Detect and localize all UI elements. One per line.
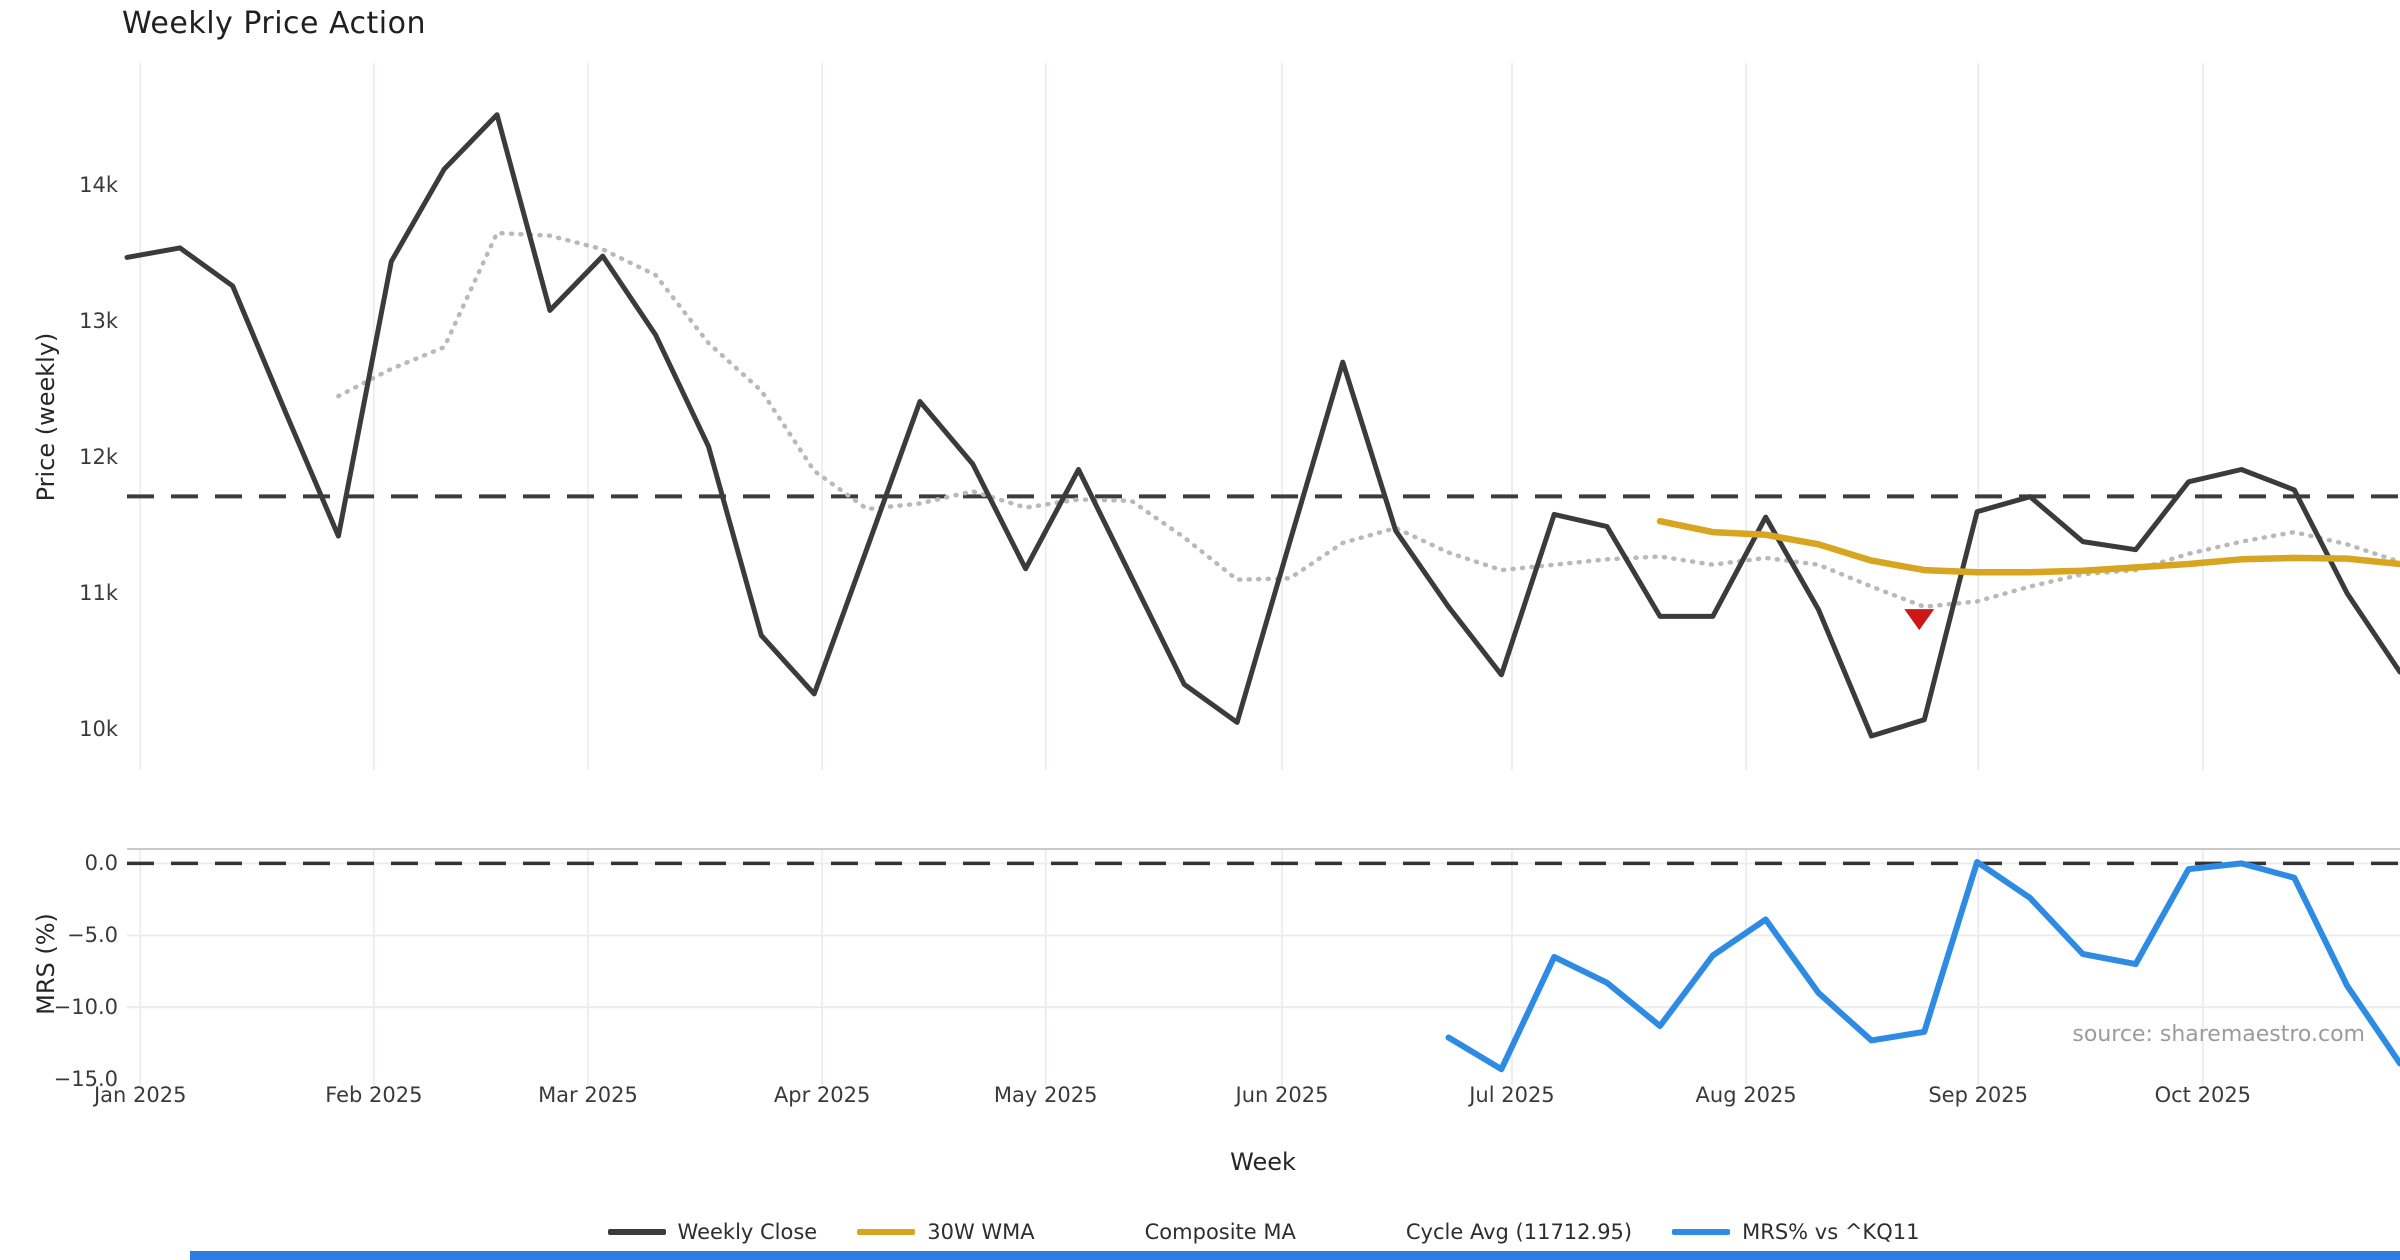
month-tick-label: Sep 2025 <box>1928 1083 2029 1107</box>
month-tick-label: Jul 2025 <box>1469 1083 1555 1107</box>
page-title: Weekly Price Action <box>122 6 426 41</box>
legend-swatch-dashed-icon <box>1336 1230 1394 1234</box>
legend-item: Cycle Avg (11712.95) <box>1336 1220 1632 1244</box>
legend-swatch-solid-icon <box>607 1229 666 1235</box>
bottom-blue-bar <box>190 1251 2400 1260</box>
x-axis-label: Week <box>1230 1148 1296 1176</box>
source-watermark: source: sharemaestro.com <box>2072 1022 2365 1047</box>
legend-item: MRS% vs ^KQ11 <box>1672 1220 1919 1244</box>
legend-label: MRS% vs ^KQ11 <box>1742 1220 1920 1244</box>
ytick-label: 14k <box>79 173 118 198</box>
legend-swatch-solid-icon <box>1672 1229 1731 1235</box>
legend-label: 30W WMA <box>927 1220 1035 1244</box>
ytick-label: −15.0 <box>53 1067 118 1092</box>
month-tick-label: Jan 2025 <box>93 1083 187 1107</box>
legend-item: 30W WMA <box>857 1220 1035 1244</box>
legend-item: Composite MA <box>1075 1220 1296 1244</box>
month-tick-label: Jun 2025 <box>1235 1083 1329 1107</box>
legend-swatch-solid-icon <box>857 1229 916 1235</box>
ytick-label: −10.0 <box>53 995 118 1020</box>
ytick-label: 12k <box>79 445 118 470</box>
legend-label: Cycle Avg (11712.95) <box>1405 1220 1633 1244</box>
legend-label: Composite MA <box>1144 1220 1296 1244</box>
legend-item: Weekly Close <box>607 1220 818 1244</box>
legend: Weekly Close 30W WMA Composite MA Cycle Avg… <box>127 1220 2400 1244</box>
wma30-line <box>1656 517 2400 576</box>
month-tick-label: Mar 2025 <box>538 1083 638 1107</box>
month-tick-label: Apr 2025 <box>773 1083 871 1107</box>
ytick-label: −5.0 <box>67 923 118 948</box>
ytick-label: 10k <box>79 717 118 742</box>
ytick-label: 11k <box>79 581 118 606</box>
weekly-close-line <box>124 112 2400 739</box>
sell-signal-marker <box>1904 609 1935 631</box>
month-tick-label: May 2025 <box>993 1083 1098 1107</box>
legend-swatch-dotted-icon <box>1075 1230 1133 1235</box>
mrs-line <box>1445 859 2400 1073</box>
ytick-label: 13k <box>79 309 118 334</box>
legend-label: Weekly Close <box>677 1220 818 1244</box>
month-tick-label: Aug 2025 <box>1695 1083 1797 1107</box>
price-axis-label: Price (weekly) <box>32 332 60 502</box>
month-tick-label: Oct 2025 <box>2154 1083 2252 1107</box>
ytick-label: 0.0 <box>84 851 118 876</box>
composite-ma-line <box>336 230 2400 610</box>
month-tick-label: Feb 2025 <box>325 1083 423 1107</box>
